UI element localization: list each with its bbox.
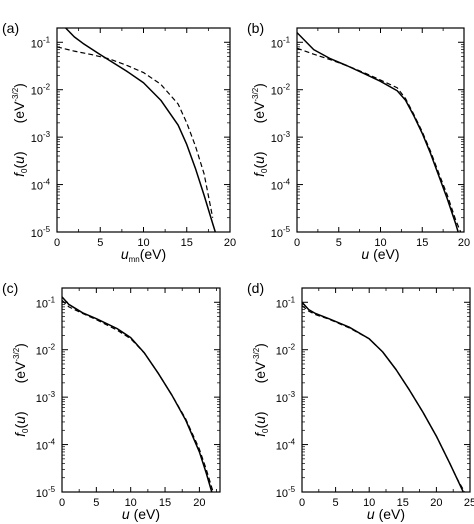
panel-a-xtick-label: 10	[137, 237, 149, 249]
panel-a-xtick-label: 15	[181, 237, 193, 249]
panel-c-xlabel: u (eV)	[122, 506, 160, 522]
panel-c-ytick-exponent: -5	[48, 485, 56, 494]
panel-a-series-solid	[64, 28, 217, 232]
panel-a-xtick-label: 5	[97, 237, 103, 249]
panel-b-xlabel: u (eV)	[361, 246, 399, 262]
panel-b-series-solid	[297, 32, 459, 232]
panel-b-label: (b)	[247, 20, 264, 36]
panel-b-xtick-label: 10	[374, 237, 386, 249]
panel-b-xtick-label: 5	[336, 237, 342, 249]
panel-b-ytick-label: 10	[271, 181, 283, 193]
panel-a-ytick-exponent: -4	[43, 178, 51, 187]
panel-d-xtick-label: 20	[430, 497, 442, 509]
panel-a-ytick-label: 10	[31, 228, 43, 240]
panel-d-ytick-exponent: -4	[288, 438, 296, 447]
panel-a-ytick-label: 10	[31, 133, 43, 145]
panel-d-xtick-label: 10	[363, 497, 375, 509]
panel-a-ytick-label: 10	[31, 38, 43, 50]
panel-c-label: (c)	[2, 280, 18, 296]
panel-a-ytick-label: 10	[31, 86, 43, 98]
panel-b-ytick-exponent: -1	[283, 35, 291, 44]
panel-a-ytick-exponent: -5	[43, 225, 51, 234]
panel-b-xtick-label: 15	[416, 237, 428, 249]
panel-a-xlabel: umn(eV)	[121, 246, 166, 264]
panel-b-plot-frame	[296, 27, 465, 233]
panel-c-xtick-label: 5	[93, 497, 99, 509]
panel-b-ytick-label: 10	[271, 228, 283, 240]
panel-c-ytick-exponent: -1	[48, 295, 56, 304]
panel-d-series-solid	[302, 301, 464, 492]
panel-a-label: (a)	[2, 20, 19, 36]
panel-c-ytick-label: 10	[36, 488, 48, 500]
panel-a-plot-frame	[56, 27, 231, 233]
panel-d-ylabel: f0(u) (eV-3/2)	[252, 343, 270, 437]
panel-a-ytick-exponent: -3	[43, 130, 51, 139]
panel-c-ytick-label: 10	[36, 298, 48, 310]
panel-c-ylabel: f0(u) (eV-3/2)	[12, 343, 30, 437]
panel-d-ytick-exponent: -2	[288, 343, 296, 352]
panel-b-series-dashed	[297, 47, 462, 232]
panel-c-xtick-label: 15	[159, 497, 171, 509]
panel-d-ytick-label: 10	[276, 346, 288, 358]
panel-c-series-solid	[62, 296, 213, 492]
panel-b-xtick-label: 20	[458, 237, 470, 249]
panel-b-ytick-exponent: -3	[283, 130, 291, 139]
panel-a-xtick-label: 0	[54, 237, 60, 249]
panel-c-series-dashed	[62, 299, 214, 492]
panel-a-series-dashed	[57, 46, 214, 218]
panel-c-xtick-label: 20	[193, 497, 205, 509]
panel-b-ylabel: f0(u) (eV-3/2)	[251, 83, 269, 177]
panel-b-ytick-label: 10	[271, 133, 283, 145]
panel-a-ytick-exponent: -1	[43, 35, 51, 44]
panel-c-ytick-label: 10	[36, 441, 48, 453]
panel-c-ytick-exponent: -4	[48, 438, 56, 447]
panel-d-ytick-label: 10	[276, 441, 288, 453]
panel-d-series-dashed	[302, 305, 466, 492]
panel-d-xtick-label: 5	[333, 497, 339, 509]
panel-c-plot-frame	[61, 287, 221, 493]
panel-c-xtick-label: 0	[59, 497, 65, 509]
panel-b-xtick-label: 0	[294, 237, 300, 249]
panel-c-ytick-label: 10	[36, 346, 48, 358]
panel-b-ytick-label: 10	[271, 38, 283, 50]
panel-d-ytick-label: 10	[276, 298, 288, 310]
panel-a-ytick-label: 10	[31, 181, 43, 193]
panel-d-ytick-label: 10	[276, 488, 288, 500]
panel-a-ylabel: f0(u) (eV-3/2)	[11, 83, 29, 177]
panel-c-ytick-exponent: -3	[48, 390, 56, 399]
panel-c-xtick-label: 10	[125, 497, 137, 509]
panel-b-ytick-exponent: -4	[283, 178, 291, 187]
panel-d-xtick-label: 15	[397, 497, 409, 509]
panel-a-ytick-exponent: -2	[43, 83, 51, 92]
panel-b-ytick-exponent: -2	[283, 83, 291, 92]
panel-b-ytick-exponent: -5	[283, 225, 291, 234]
panel-d-xlabel: u (eV)	[367, 506, 405, 522]
panel-d-label: (d)	[247, 280, 264, 296]
panel-c-ytick-exponent: -2	[48, 343, 56, 352]
panel-d-ytick-label: 10	[276, 393, 288, 405]
panel-d-xtick-label: 25	[464, 497, 474, 509]
panel-b-ytick-label: 10	[271, 86, 283, 98]
panel-a-xtick-label: 20	[224, 237, 236, 249]
panel-d-ytick-exponent: -5	[288, 485, 296, 494]
panel-c-ytick-label: 10	[36, 393, 48, 405]
panel-d-xtick-label: 0	[299, 497, 305, 509]
panel-d-ytick-exponent: -3	[288, 390, 296, 399]
panel-d-ytick-exponent: -1	[288, 295, 296, 304]
